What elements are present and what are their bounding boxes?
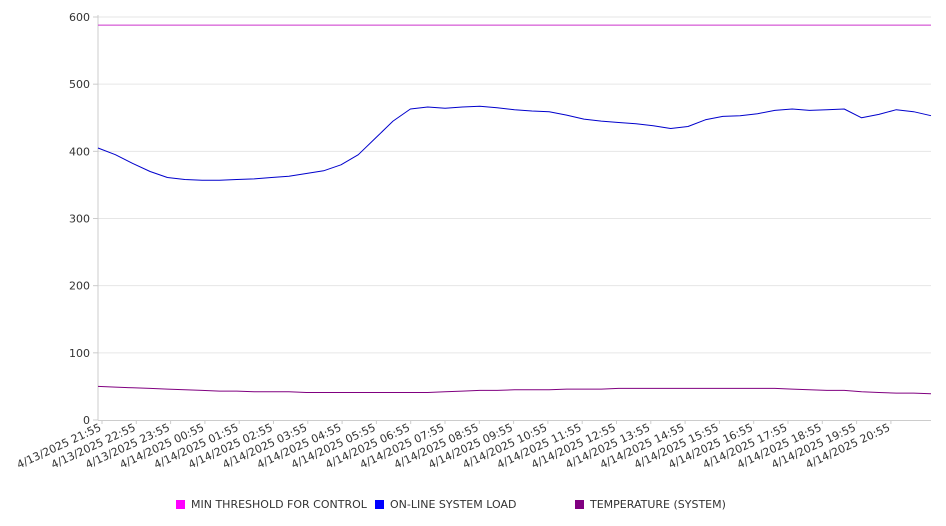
legend-swatch bbox=[575, 500, 584, 509]
legend-swatch bbox=[176, 500, 185, 509]
legend-item-system-load[interactable]: ON-LINE SYSTEM LOAD bbox=[375, 498, 516, 511]
y-tick-label: 600 bbox=[69, 11, 90, 24]
y-tick-label: 400 bbox=[69, 145, 90, 158]
legend-item-temperature[interactable]: TEMPERATURE (SYSTEM) bbox=[575, 498, 726, 511]
legend: MIN THRESHOLD FOR CONTROL ON-LINE SYSTEM… bbox=[0, 498, 946, 514]
y-tick-label: 300 bbox=[69, 213, 90, 226]
legend-label: TEMPERATURE (SYSTEM) bbox=[590, 498, 726, 511]
legend-label: ON-LINE SYSTEM LOAD bbox=[390, 498, 517, 511]
gridlines bbox=[98, 16, 931, 354]
y-axis: 0 100 200 300 400 500 600 bbox=[69, 11, 99, 427]
series-line-2 bbox=[97, 385, 932, 395]
y-tick-label: 200 bbox=[69, 280, 90, 293]
series-line-1 bbox=[97, 105, 932, 181]
y-tick-label: 100 bbox=[69, 347, 90, 360]
legend-label: MIN THRESHOLD FOR CONTROL bbox=[191, 498, 367, 511]
x-axis: 4/13/2025 21:554/13/2025 22:554/13/2025 … bbox=[15, 420, 931, 471]
legend-swatch bbox=[375, 500, 384, 509]
plot-area bbox=[97, 24, 932, 395]
y-tick-label: 0 bbox=[83, 414, 90, 427]
y-tick-label: 500 bbox=[69, 78, 90, 91]
legend-item-min-threshold[interactable]: MIN THRESHOLD FOR CONTROL bbox=[176, 498, 367, 511]
